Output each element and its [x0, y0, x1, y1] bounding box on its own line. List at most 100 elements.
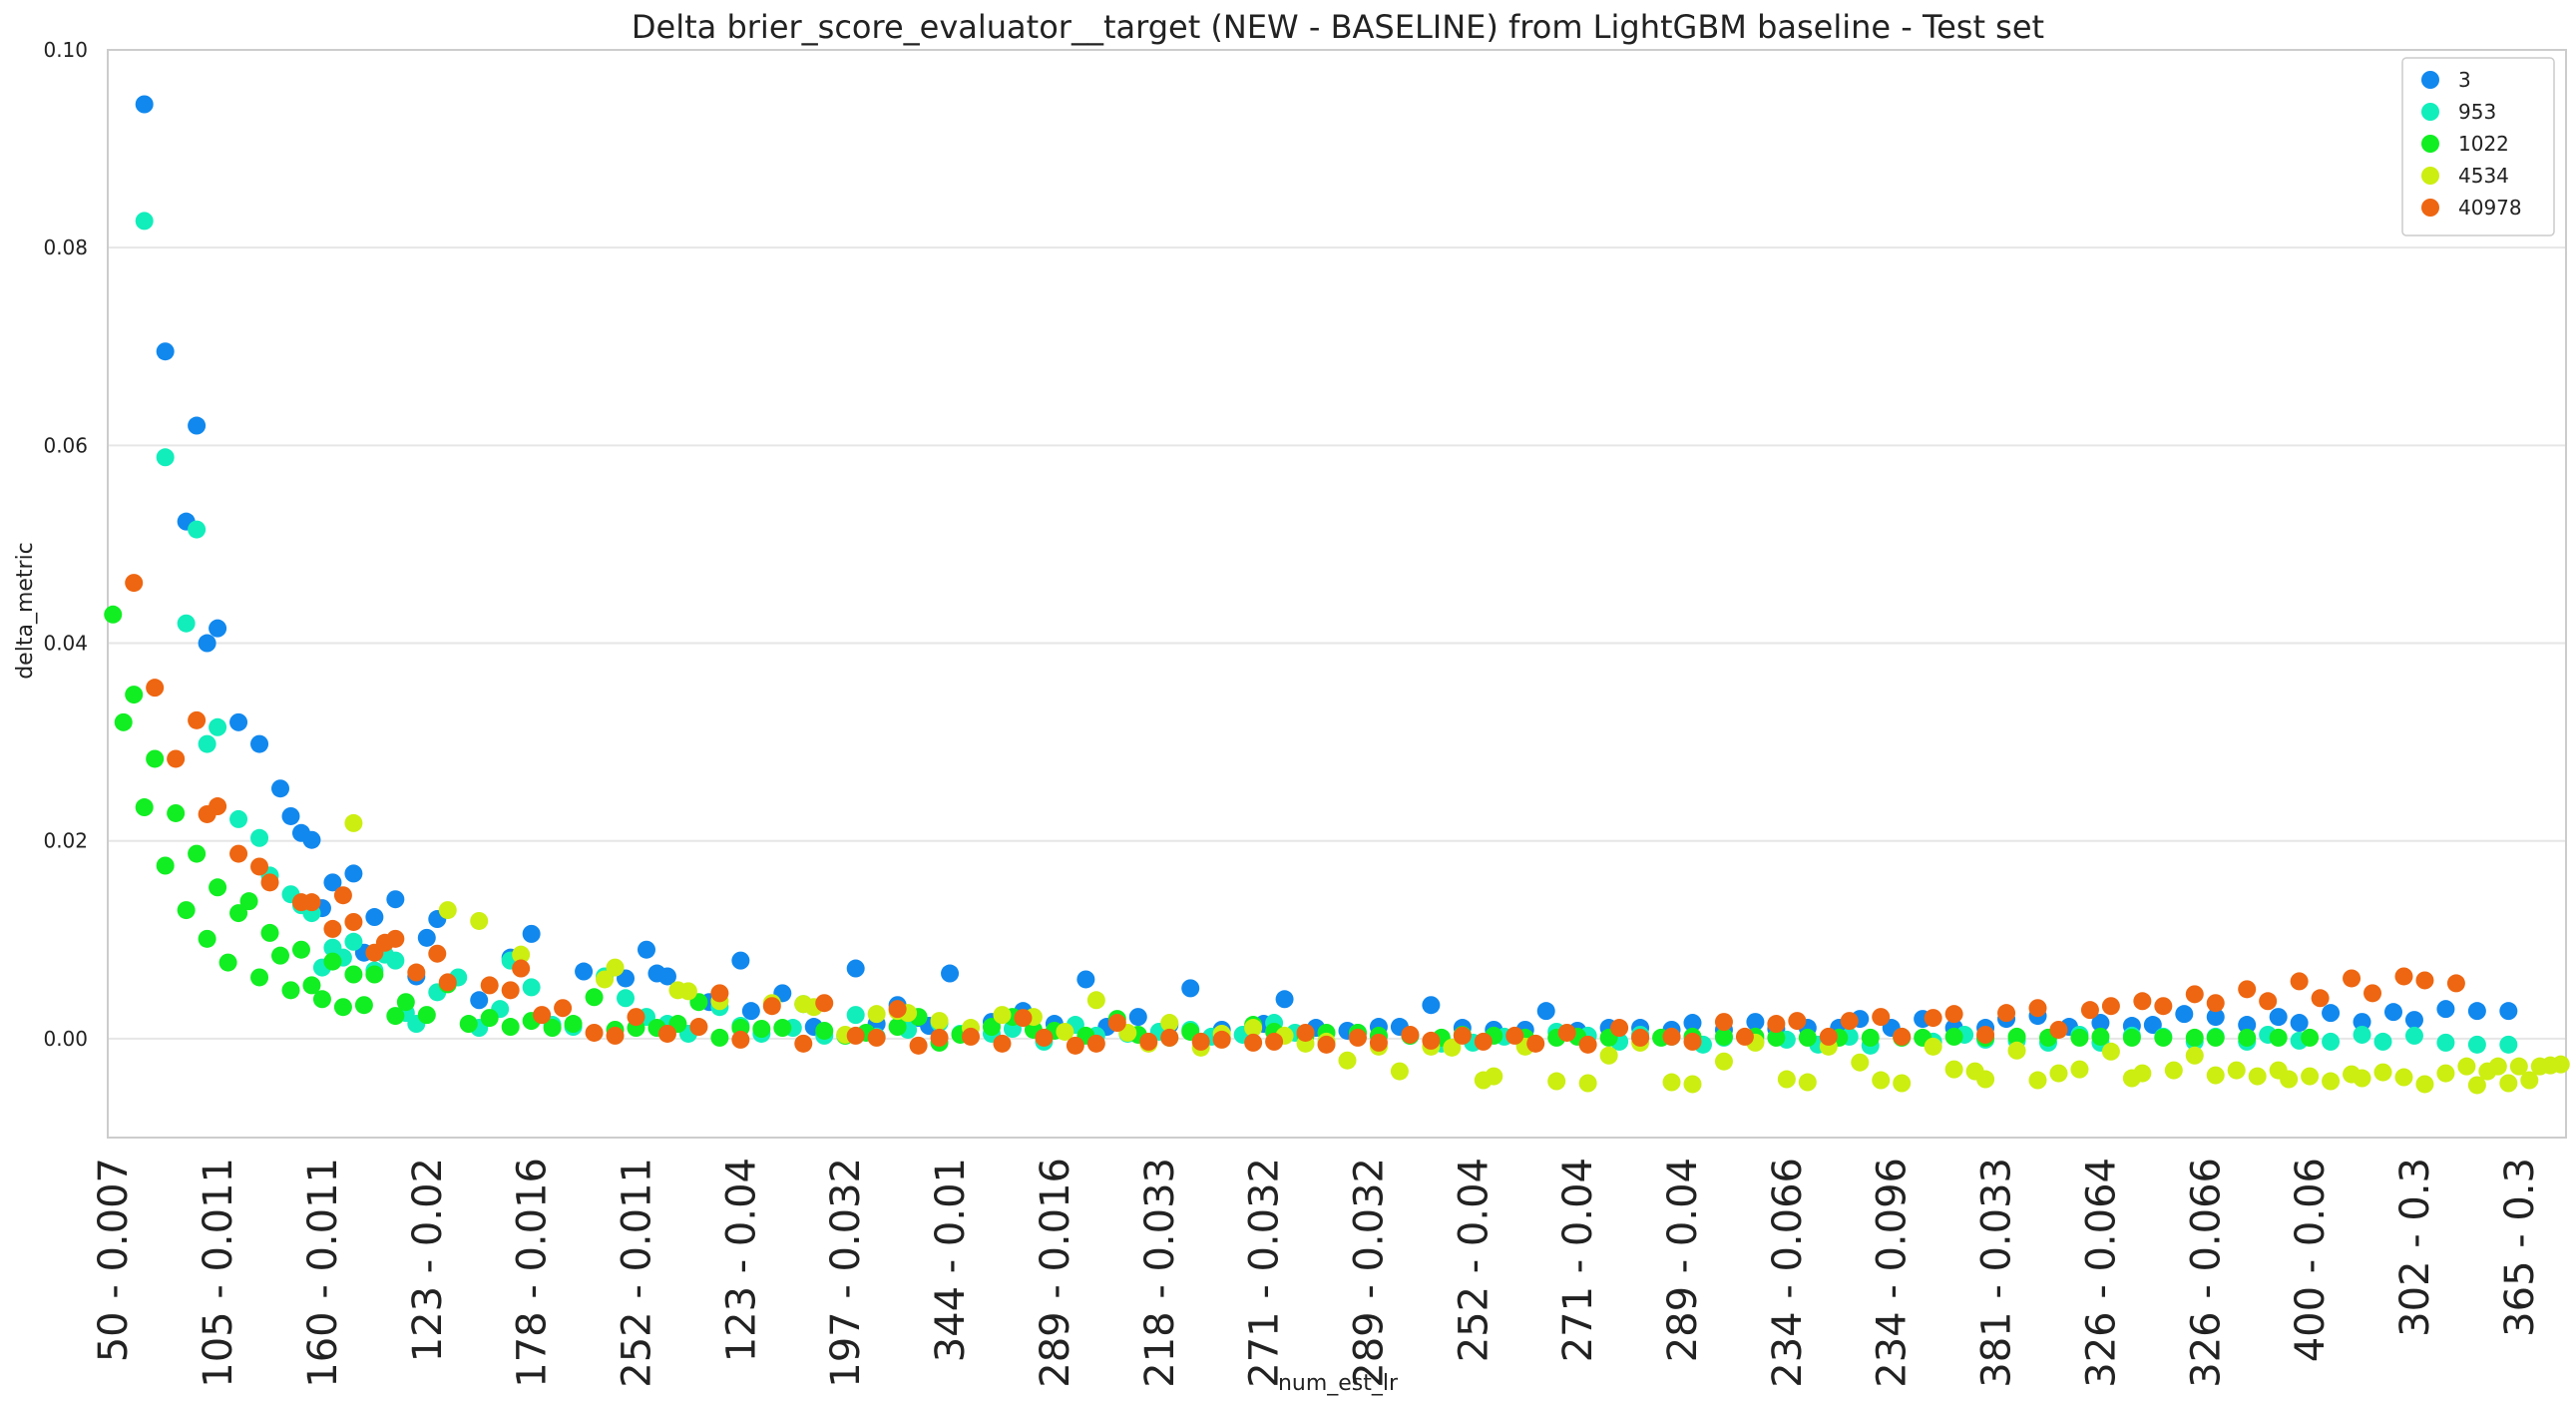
data-point — [1599, 1046, 1618, 1065]
data-point — [1505, 1026, 1524, 1045]
data-point — [2311, 989, 2330, 1008]
data-point — [2280, 1070, 2299, 1089]
data-point — [271, 946, 290, 965]
x-tick-label: 234 - 0.096 — [1870, 1158, 1916, 1388]
data-points — [104, 95, 2570, 1095]
data-point — [1683, 1032, 1702, 1051]
y-tick-label: 0.08 — [43, 235, 88, 259]
data-point — [1526, 1034, 1545, 1053]
data-point — [386, 929, 405, 948]
data-point — [2343, 969, 2361, 988]
data-point — [188, 844, 207, 863]
data-point — [218, 953, 237, 972]
data-point — [2007, 1027, 2026, 1046]
data-point — [323, 952, 342, 971]
data-point — [2133, 992, 2152, 1011]
gridlines — [108, 49, 2566, 1040]
data-point — [250, 828, 269, 847]
data-point — [2133, 1064, 2152, 1083]
data-point — [209, 717, 227, 736]
data-point — [2238, 1016, 2257, 1035]
data-point — [2394, 967, 2413, 986]
data-point — [2467, 1076, 2486, 1095]
x-tick-label: 271 - 0.032 — [1242, 1158, 1288, 1388]
data-point — [302, 976, 321, 995]
data-point — [167, 803, 186, 822]
data-point — [239, 892, 258, 911]
data-point — [2301, 1028, 2320, 1047]
data-point — [2436, 1000, 2455, 1019]
data-point — [815, 994, 834, 1013]
data-point — [125, 574, 144, 593]
y-tick-label: 0.10 — [43, 38, 88, 62]
data-point — [2238, 1028, 2257, 1047]
data-point — [1160, 1028, 1179, 1047]
y-tick-label: 0.00 — [43, 1027, 88, 1051]
data-point — [260, 873, 279, 892]
x-tick-label: 289 - 0.032 — [1346, 1158, 1392, 1388]
data-point — [354, 996, 373, 1015]
legend-marker — [2421, 199, 2439, 217]
data-point — [1212, 1030, 1231, 1049]
data-point — [2269, 1028, 2288, 1047]
data-point — [962, 1027, 981, 1046]
data-point — [2101, 1042, 2120, 1061]
data-point — [156, 448, 175, 467]
data-point — [846, 1026, 865, 1045]
data-point — [2499, 1074, 2518, 1093]
data-point — [438, 973, 457, 992]
data-point — [909, 1036, 928, 1055]
data-point — [2049, 1020, 2068, 1039]
data-point — [188, 710, 207, 729]
data-point — [344, 864, 363, 883]
data-point — [386, 1007, 405, 1026]
data-point — [617, 989, 636, 1008]
data-point — [501, 1018, 520, 1037]
data-point — [1086, 991, 1105, 1010]
x-tick-label: 289 - 0.016 — [1033, 1158, 1078, 1388]
series-40978 — [125, 574, 2465, 1055]
data-point — [512, 945, 531, 964]
x-tick-label: 289 - 0.04 — [1660, 1158, 1706, 1362]
data-point — [657, 967, 676, 986]
data-point — [1714, 1013, 1733, 1032]
data-point — [209, 619, 227, 638]
data-point — [1798, 1028, 1817, 1047]
data-point — [2551, 1055, 2570, 1074]
data-point — [177, 614, 196, 633]
data-point — [762, 997, 781, 1016]
data-point — [2070, 1028, 2089, 1047]
data-point — [1662, 1073, 1681, 1092]
data-point — [2394, 1068, 2413, 1087]
x-axis-label: num_est_lr — [1278, 1371, 1399, 1396]
data-point — [470, 911, 489, 930]
data-point — [1746, 1013, 1765, 1032]
data-point — [888, 1018, 907, 1037]
data-point — [302, 830, 321, 849]
x-tick-label: 160 - 0.011 — [300, 1158, 346, 1388]
data-point — [1317, 1035, 1336, 1054]
data-point — [710, 1028, 729, 1047]
data-point — [1401, 1025, 1420, 1044]
data-point — [867, 1005, 886, 1024]
data-point — [1265, 1032, 1284, 1051]
data-point — [1056, 1022, 1074, 1041]
data-point — [2373, 1032, 2392, 1051]
data-point — [1244, 1019, 1263, 1038]
data-point — [1181, 979, 1200, 998]
legend-label: 3 — [2458, 68, 2471, 92]
x-tick-label: 381 - 0.033 — [1974, 1158, 2020, 1388]
data-point — [1578, 1074, 1597, 1093]
data-point — [1443, 1038, 1462, 1057]
data-point — [2290, 1014, 2309, 1033]
data-point — [2404, 1011, 2423, 1030]
data-point — [2436, 1033, 2455, 1052]
data-point — [2206, 1028, 2225, 1047]
data-point — [407, 963, 426, 982]
data-point — [2436, 1064, 2455, 1083]
data-point — [2322, 1032, 2341, 1051]
data-point — [229, 904, 248, 923]
data-point — [2509, 1057, 2528, 1076]
data-point — [1683, 1014, 1702, 1033]
data-point — [1798, 1073, 1817, 1092]
